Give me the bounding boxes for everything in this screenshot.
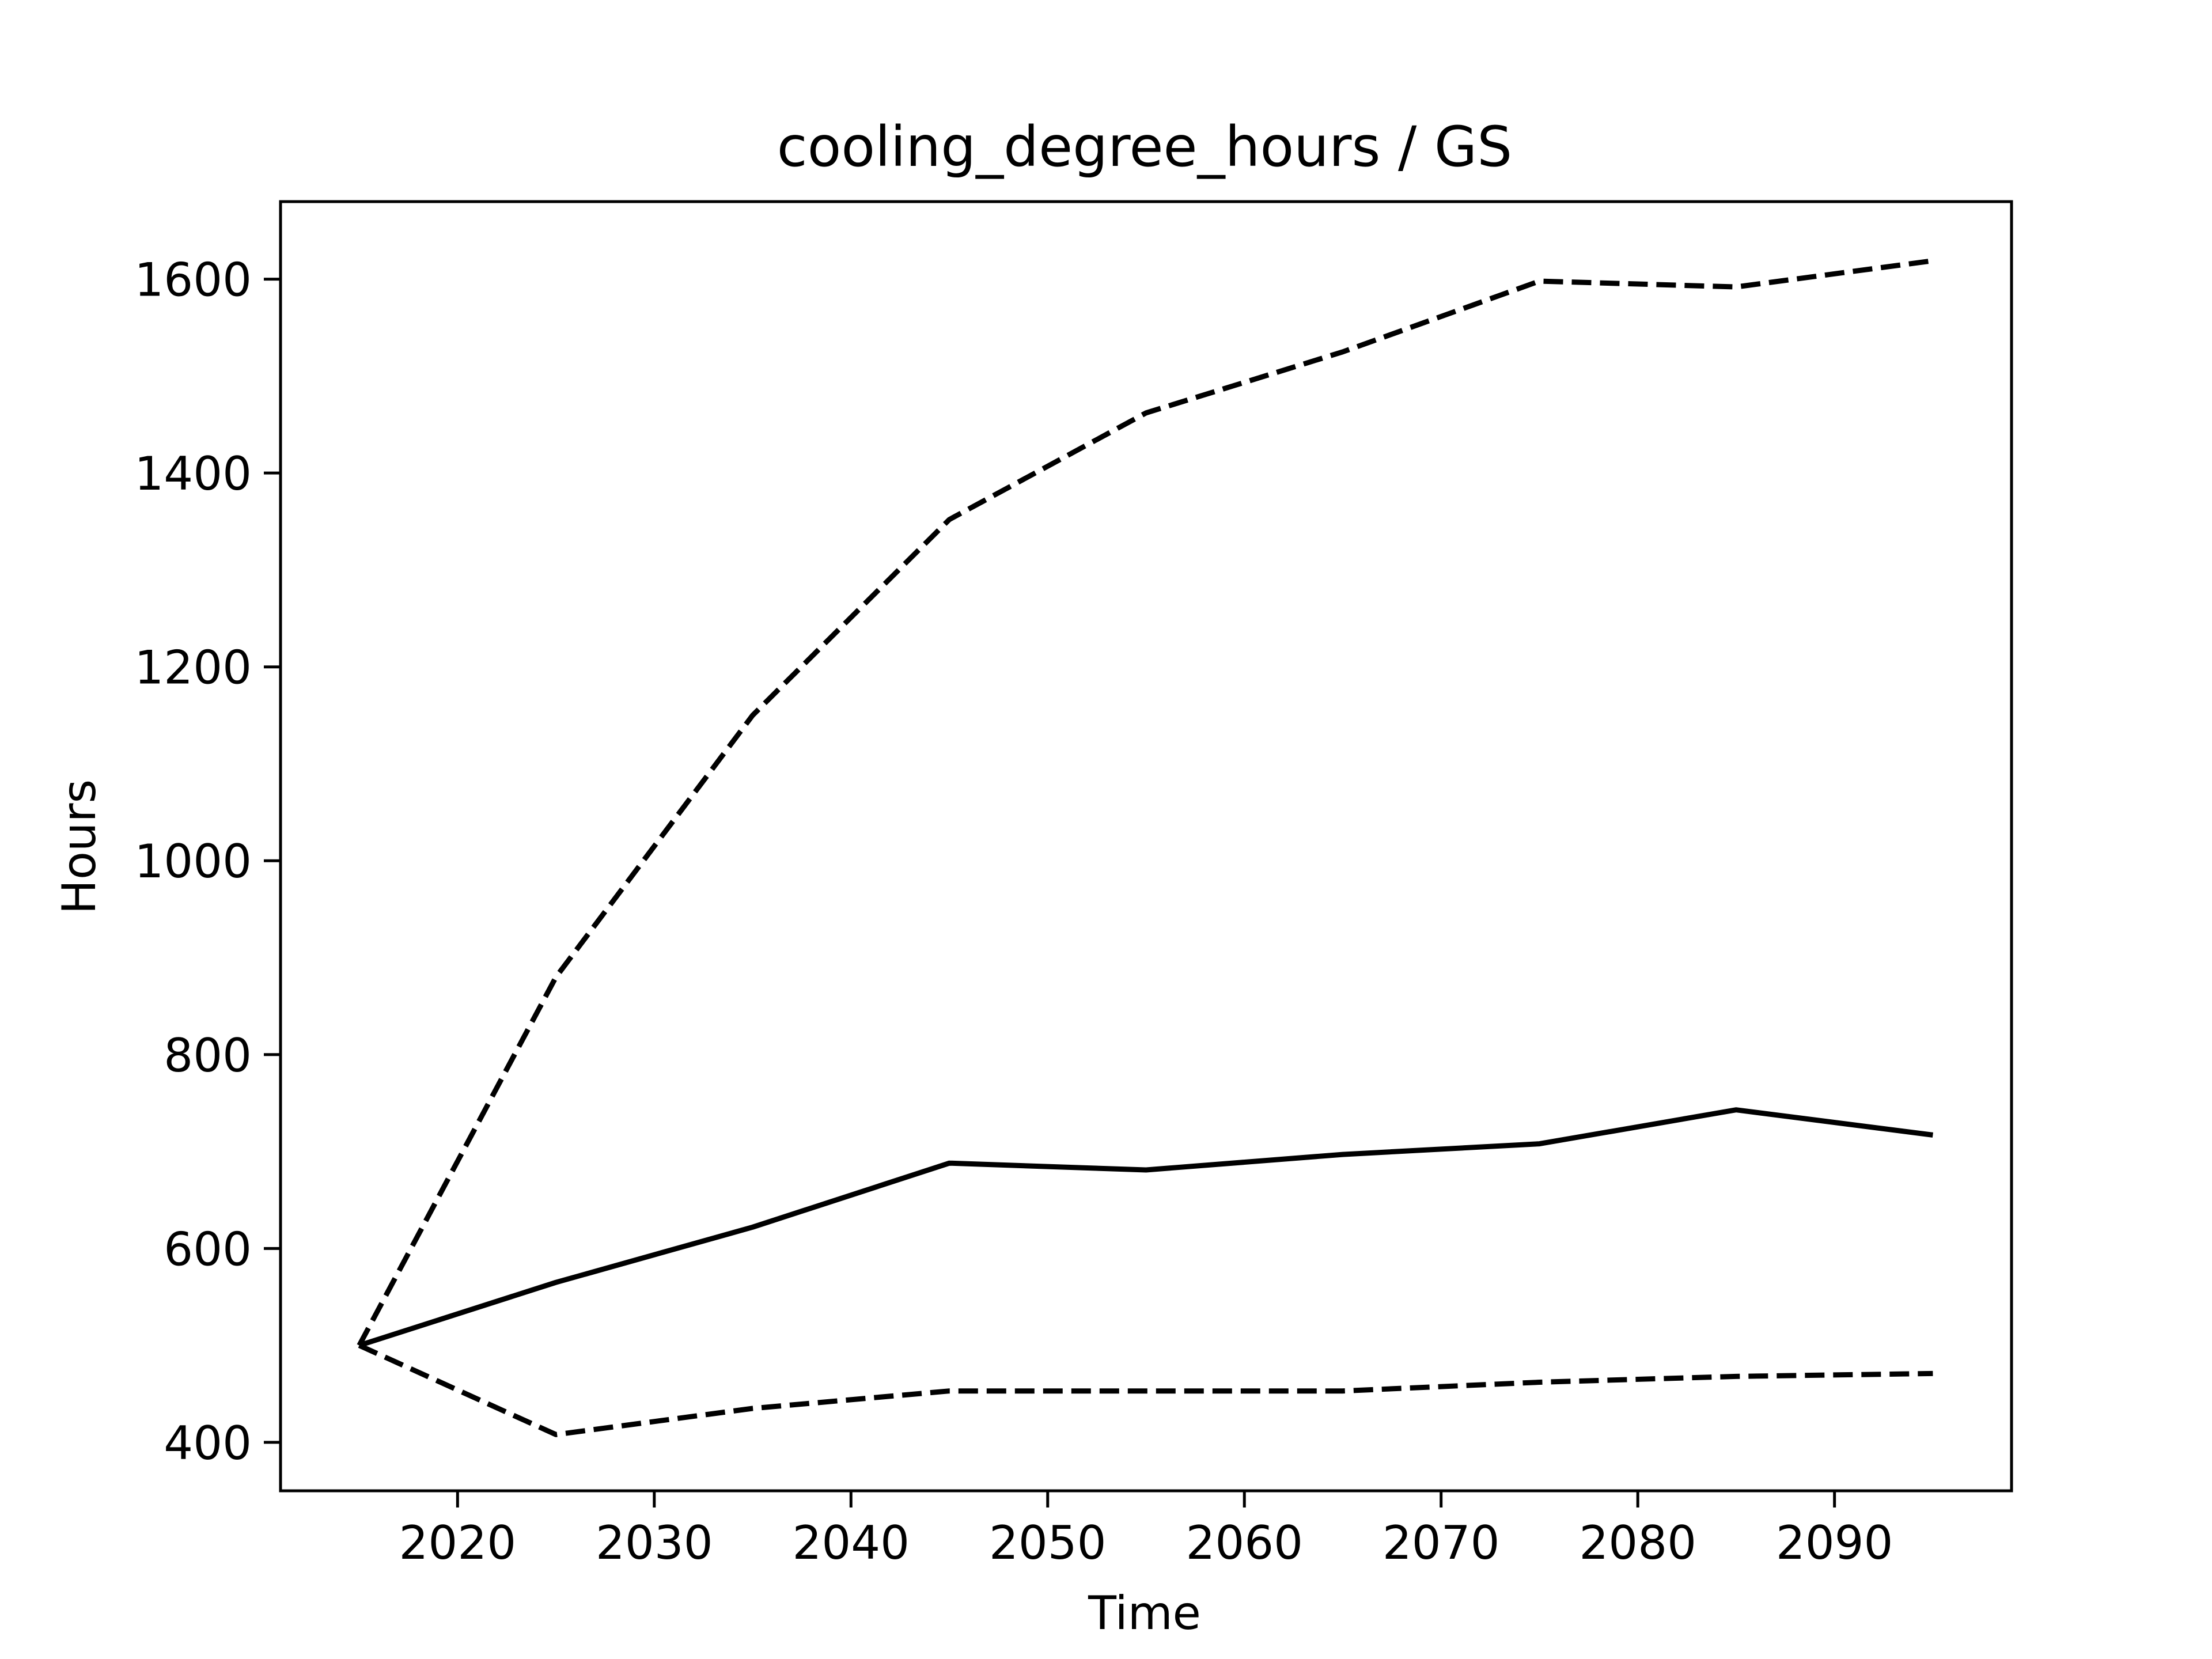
y-axis-label: Hours — [52, 779, 106, 914]
x-tick-label: 2070 — [1382, 1516, 1500, 1570]
x-axis-ticks: 2020 2030 2040 2050 2060 2070 2080 2090 — [399, 1491, 1893, 1570]
x-tick-label: 2050 — [989, 1516, 1107, 1570]
y-tick-label: 1000 — [134, 835, 252, 888]
plot-frame — [279, 200, 2013, 1493]
y-tick-label: 800 — [164, 1029, 252, 1082]
x-axis-label: Time — [1088, 1586, 1201, 1640]
y-axis-ticks: 400 600 800 1000 1200 1400 1600 — [134, 253, 281, 1470]
x-tick-label: 2080 — [1579, 1516, 1696, 1570]
chart-title: cooling_degree_hours / GS — [777, 115, 1512, 179]
series-line-dashed-1 — [357, 258, 1933, 1347]
y-tick-label: 1400 — [134, 447, 252, 501]
x-tick-label: 2090 — [1776, 1516, 1893, 1570]
y-tick-label: 1200 — [134, 641, 252, 695]
y-tick-label: 400 — [164, 1416, 252, 1470]
x-tick-label: 2020 — [399, 1516, 517, 1570]
y-tick-label: 1600 — [134, 253, 252, 307]
x-tick-label: 2040 — [792, 1516, 910, 1570]
series-layer — [357, 258, 1933, 1437]
series-line-dashed-2 — [358, 1343, 1933, 1437]
series-line-solid — [358, 1107, 1933, 1348]
y-tick-label: 600 — [164, 1222, 252, 1276]
x-tick-label: 2030 — [596, 1516, 713, 1570]
x-tick-label: 2060 — [1185, 1516, 1303, 1570]
